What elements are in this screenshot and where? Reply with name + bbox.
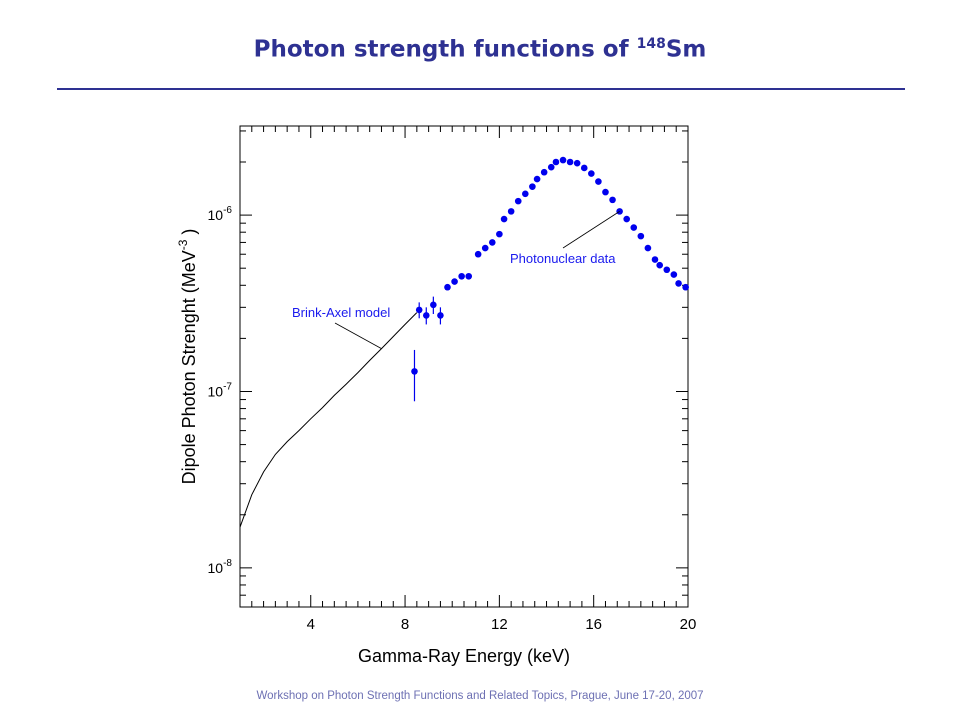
x-tick-label: 8 — [401, 616, 409, 633]
data-point — [465, 272, 473, 280]
annotation-leader-line — [334, 322, 382, 349]
data-point — [595, 178, 602, 185]
x-tick-label: 12 — [491, 616, 508, 633]
data-point — [670, 271, 678, 278]
title-rule — [57, 88, 905, 90]
data-point — [651, 256, 659, 263]
data-point — [663, 266, 671, 274]
data-point — [430, 301, 437, 309]
data-point — [415, 306, 423, 314]
data-point — [481, 244, 489, 252]
slide-title-element: Sm — [665, 36, 707, 63]
annotation-leader-line — [562, 211, 620, 249]
annotation-label: Brink-Axel model — [292, 305, 390, 320]
data-point — [500, 215, 508, 223]
annotation-label: Photonuclear data — [510, 251, 616, 266]
data-point — [588, 170, 595, 177]
y-axis-label: Dipole Photon Strenght (MeV-3 ) — [176, 229, 199, 485]
brink-axel-model-line — [239, 312, 418, 528]
data-point — [644, 244, 652, 252]
data-point — [507, 208, 515, 215]
data-point — [533, 175, 541, 183]
x-tick-label: 4 — [307, 616, 315, 633]
y-tick-label: 10-7 — [208, 381, 233, 399]
data-point — [422, 312, 430, 319]
slide-title-mass-number: 148 — [636, 36, 666, 52]
data-point — [552, 158, 560, 166]
data-point — [474, 250, 482, 258]
data-point — [602, 188, 609, 196]
y-tick-label: 10-6 — [208, 205, 233, 223]
footer-text: Workshop on Photon Strength Functions an… — [256, 690, 704, 702]
data-point — [458, 272, 465, 280]
y-tick-label: 10-8 — [208, 558, 233, 576]
data-point — [451, 278, 458, 285]
x-axis-label: Gamma-Ray Energy (keV) — [358, 646, 570, 666]
data-point — [609, 196, 616, 204]
plot-frame — [239, 125, 689, 608]
data-point — [411, 368, 418, 375]
data-point — [623, 215, 630, 223]
data-point — [566, 158, 574, 166]
slide-title-text: Photon strength functions of — [253, 36, 629, 63]
data-point — [488, 239, 496, 246]
data-point — [682, 283, 689, 291]
data-point — [573, 159, 581, 167]
x-tick-label: 16 — [585, 616, 602, 633]
data-point — [522, 190, 529, 198]
data-point — [559, 156, 567, 164]
data-point — [437, 312, 444, 319]
data-point — [547, 163, 555, 171]
data-point — [675, 280, 682, 287]
data-point — [630, 224, 638, 231]
data-point — [540, 168, 548, 176]
data-point — [637, 232, 645, 240]
data-point — [580, 164, 588, 172]
data-point — [496, 230, 503, 238]
data-point — [444, 283, 451, 291]
slide-title: Photon strength functions of 148Sm — [0, 36, 960, 63]
data-point — [514, 197, 522, 205]
data-point — [529, 183, 536, 190]
data-point — [656, 261, 664, 269]
x-tick-label: 20 — [680, 616, 697, 633]
